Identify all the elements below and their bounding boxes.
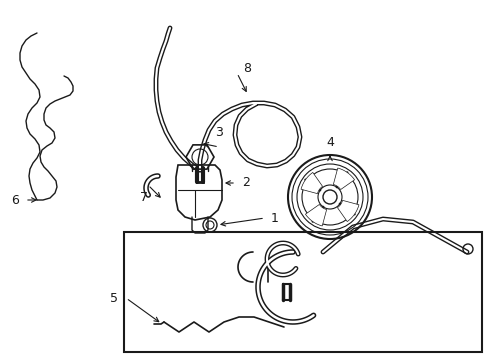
Text: 2: 2: [242, 176, 249, 189]
Text: 7: 7: [140, 191, 148, 204]
Text: 4: 4: [325, 136, 333, 149]
Bar: [124, 232, 481, 352]
Text: 8: 8: [243, 63, 250, 76]
Polygon shape: [301, 172, 322, 194]
Polygon shape: [337, 201, 358, 221]
Polygon shape: [333, 168, 354, 190]
Polygon shape: [305, 204, 326, 226]
Text: 5: 5: [110, 292, 118, 305]
Text: 3: 3: [215, 126, 223, 139]
Text: 6: 6: [11, 194, 19, 207]
Text: 1: 1: [270, 211, 278, 225]
